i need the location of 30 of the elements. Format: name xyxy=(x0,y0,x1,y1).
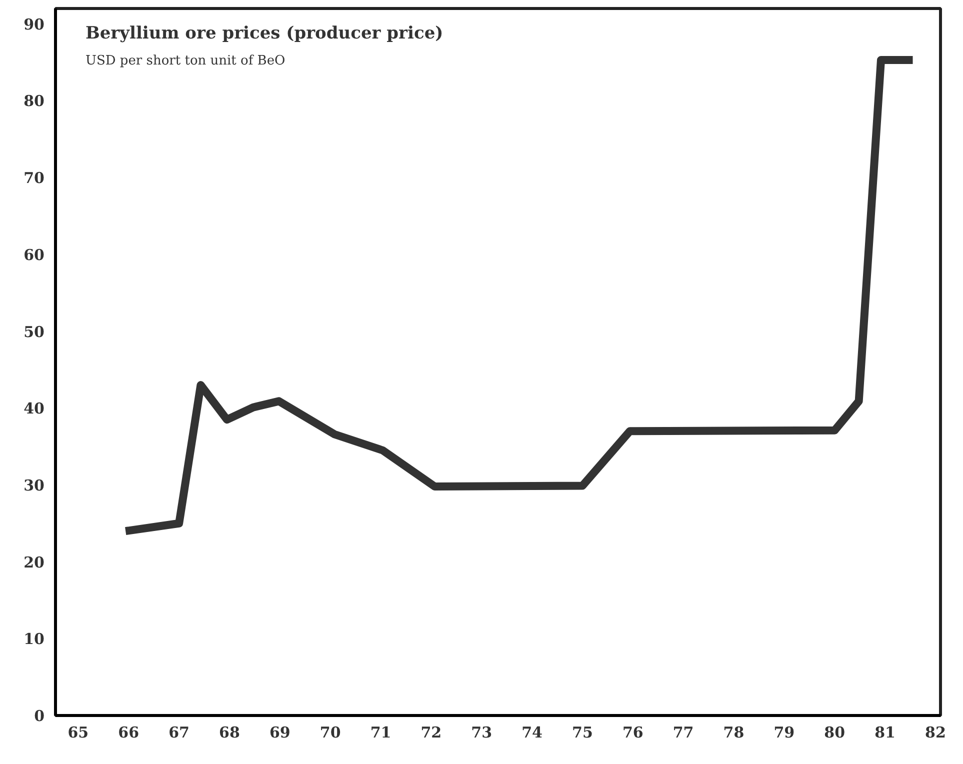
x-tick-label: 67 xyxy=(168,724,190,742)
x-tick-label: 78 xyxy=(723,724,744,742)
y-tick-label: 20 xyxy=(24,553,44,572)
x-tick-label: 66 xyxy=(118,724,140,742)
x-tick-label: 74 xyxy=(522,724,542,742)
x-tick-label: 68 xyxy=(219,724,240,742)
x-tick-label: 71 xyxy=(370,724,392,742)
y-tick-label: 50 xyxy=(24,322,44,341)
y-tick-label: 60 xyxy=(24,246,44,264)
x-tick-label: 79 xyxy=(774,724,795,742)
text: USD per short ton unit of BeO xyxy=(86,54,286,68)
y-tick-label: 0 xyxy=(34,707,44,725)
y-tick-label: 80 xyxy=(24,92,44,110)
x-tick-label: 77 xyxy=(672,724,694,742)
text: Beryllium ore prices (producer price) xyxy=(86,24,444,44)
y-tick-label: 10 xyxy=(24,630,44,648)
x-tick-label: 82 xyxy=(925,724,946,742)
x-tick-label: 81 xyxy=(874,724,896,742)
y-tick-label: 70 xyxy=(24,169,44,188)
x-tick-label: 76 xyxy=(622,724,644,742)
x-tick-label: 69 xyxy=(269,724,290,742)
x-tick-label: 72 xyxy=(420,724,442,742)
x-tick-label: 80 xyxy=(824,724,846,742)
x-tick-label: 73 xyxy=(471,724,492,742)
x-tick-label: 70 xyxy=(320,724,341,742)
y-tick-label: 40 xyxy=(24,400,44,418)
y-tick-label: 90 xyxy=(24,15,44,34)
x-tick-label: 75 xyxy=(572,724,593,742)
x-tick-label: 65 xyxy=(68,724,89,742)
y-tick-label: 30 xyxy=(24,476,44,494)
